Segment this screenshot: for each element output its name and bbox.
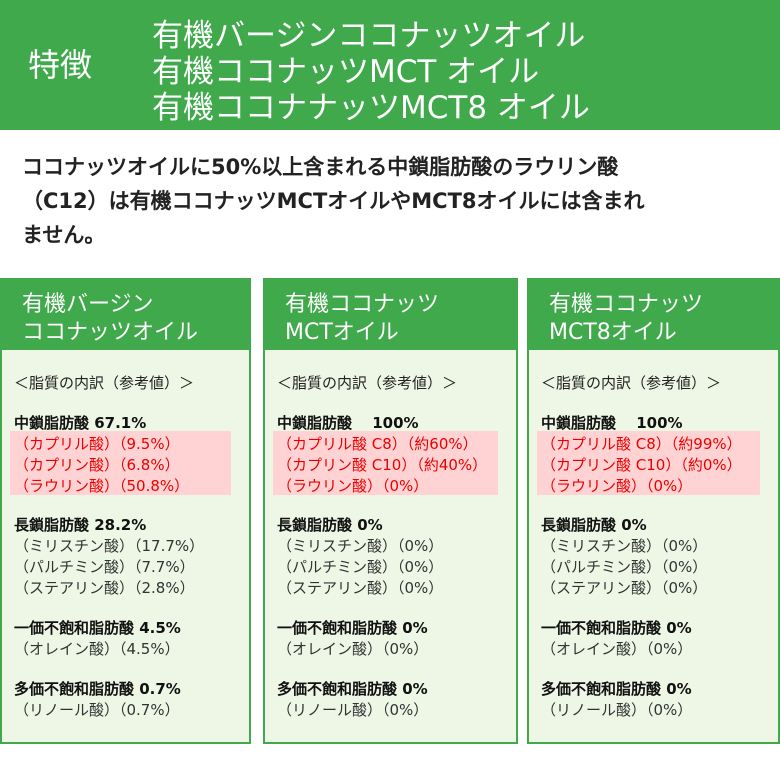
group-title: 一価不飽和脂肪酸 0% bbox=[277, 619, 428, 637]
group-item: （カプリン酸 C10）（約0%） bbox=[541, 456, 742, 474]
group-item: （リノール酸）（0%） bbox=[277, 701, 429, 719]
panel: 有機ココナッツ MCTオイル ＜脂質の内訳（参考値）＞ 中鎖脂肪酸 100% （カプリル… bbox=[263, 278, 518, 744]
panel-title: 有機バージン bbox=[22, 292, 154, 317]
group-item: （パルチミン酸）（0%） bbox=[541, 558, 708, 576]
group-title: 多価不飽和脂肪酸 0% bbox=[541, 680, 692, 698]
group-title: 長鎖脂肪酸 0% bbox=[277, 516, 383, 534]
panel-title: 有機ココナッツ bbox=[285, 292, 440, 317]
group-title: 多価不飽和脂肪酸 0.7% bbox=[14, 680, 181, 698]
header-band bbox=[0, 0, 780, 130]
group-item: （ラウリン酸）（0%） bbox=[277, 477, 429, 495]
panel-title: MCTオイル bbox=[285, 320, 399, 345]
group-item: （カプリル酸 C8）（約99%） bbox=[541, 435, 742, 453]
panel: 有機バージンココナッツオイル ＜脂質の内訳（参考値）＞ 中鎖脂肪酸 67.1% （カプ… bbox=[0, 278, 251, 744]
group-item: （リノール酸）（0%） bbox=[541, 701, 693, 719]
group-item: （カプリン酸 C10）（約40%） bbox=[277, 456, 488, 474]
breakdown-label: ＜脂質の内訳（参考値）＞ bbox=[14, 374, 195, 392]
group-item: （ラウリン酸）（50.8%） bbox=[14, 477, 190, 495]
group-item: （オレイン酸）（0%） bbox=[277, 640, 429, 658]
panel: 有機ココナッツ MCT8オイル ＜脂質の内訳（参考値）＞ 中鎖脂肪酸 100% （カプリ… bbox=[527, 278, 780, 744]
intro-text: ココナッツオイルに50%以上含まれる中鎖脂肪酸のラウリン酸 bbox=[22, 155, 619, 179]
group-item: （リノール酸）（0.7%） bbox=[14, 701, 180, 719]
breakdown-label: ＜脂質の内訳（参考値）＞ bbox=[541, 374, 722, 392]
group-title: 中鎖脂肪酸 100% bbox=[277, 414, 419, 432]
panel-title: MCT8オイル bbox=[549, 320, 677, 345]
group-item: （カプリル酸 C8）（約60%） bbox=[277, 435, 478, 453]
highlight-box bbox=[10, 431, 231, 495]
group-title: 一価不飽和脂肪酸 4.5% bbox=[14, 619, 181, 637]
header-label: 特徴 bbox=[28, 46, 93, 84]
group-item: （パルチミン酸）（7.7%） bbox=[14, 558, 195, 576]
group-item: （ラウリン酸）（0%） bbox=[541, 477, 693, 495]
header-title: 有機バージンココナッツオイル bbox=[152, 18, 586, 54]
header-title: 有機ココナナッツMCT8 オイル bbox=[152, 90, 590, 126]
header-title: 有機ココナッツMCT オイル bbox=[152, 54, 540, 90]
group-title: 中鎖脂肪酸 100% bbox=[541, 414, 683, 432]
panel-title: 有機ココナッツ bbox=[549, 292, 704, 317]
group-item: （ミリスチン酸）（17.7%） bbox=[14, 537, 205, 555]
group-title: 一価不飽和脂肪酸 0% bbox=[541, 619, 692, 637]
group-item: （ミリスチン酸）（0%） bbox=[277, 537, 444, 555]
panel-header bbox=[265, 280, 516, 350]
highlight-box bbox=[273, 431, 498, 495]
group-title: 長鎖脂肪酸 28.2% bbox=[14, 516, 147, 534]
group-item: （カプリル酸）（9.5%） bbox=[14, 435, 180, 453]
group-item: （ステアリン酸）（2.8%） bbox=[14, 579, 195, 597]
group-item: （カプリン酸）（6.8%） bbox=[14, 456, 180, 474]
group-title: 中鎖脂肪酸 67.1% bbox=[14, 414, 147, 432]
highlight-box bbox=[537, 431, 760, 495]
group-item: （ステアリン酸）（0%） bbox=[277, 579, 444, 597]
intro-text: （C12）は有機ココナッツMCTオイルやMCT8オイルには含まれ bbox=[22, 189, 645, 213]
group-title: 長鎖脂肪酸 0% bbox=[541, 516, 647, 534]
breakdown-label: ＜脂質の内訳（参考値）＞ bbox=[277, 374, 458, 392]
group-item: （パルチミン酸）（0%） bbox=[277, 558, 444, 576]
intro-text: ません。 bbox=[22, 223, 106, 247]
panel-header bbox=[2, 280, 249, 350]
panel-title: ココナッツオイル bbox=[22, 320, 199, 345]
panel-header bbox=[529, 280, 778, 350]
group-item: （ステアリン酸）（0%） bbox=[541, 579, 708, 597]
group-item: （オレイン酸）（4.5%） bbox=[14, 640, 180, 658]
group-title: 多価不飽和脂肪酸 0% bbox=[277, 680, 428, 698]
group-item: （オレイン酸）（0%） bbox=[541, 640, 693, 658]
group-item: （ミリスチン酸）（0%） bbox=[541, 537, 708, 555]
